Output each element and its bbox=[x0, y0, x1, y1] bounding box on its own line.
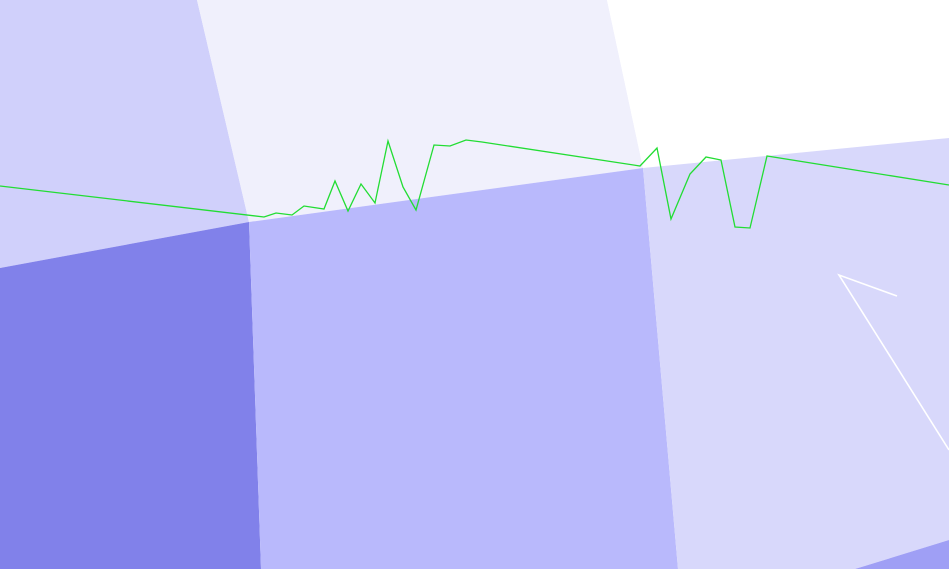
terrain-profile-line bbox=[0, 138, 949, 229]
surface-corner-bottom-right bbox=[855, 540, 949, 569]
surface-lower-middle bbox=[249, 168, 678, 569]
surface-lower-left bbox=[0, 222, 261, 569]
surface-upper-left bbox=[0, 0, 249, 268]
surface-upper-middle bbox=[197, 0, 643, 222]
surface-upper-right bbox=[607, 0, 949, 168]
white-wire-line bbox=[837, 273, 949, 451]
surface-lower-right bbox=[643, 138, 949, 569]
